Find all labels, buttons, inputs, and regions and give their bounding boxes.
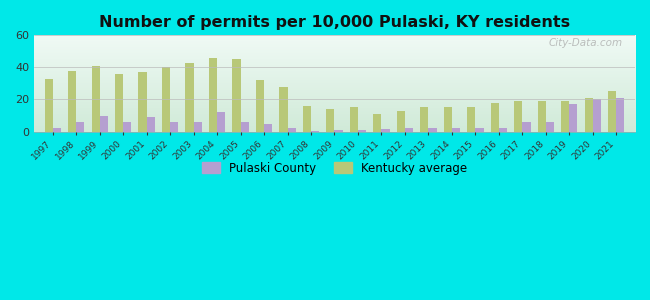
Bar — [68, 70, 76, 131]
Bar — [115, 74, 124, 131]
Bar — [538, 101, 546, 131]
Bar — [194, 122, 202, 131]
Title: Number of permits per 10,000 Pulaski, KY residents: Number of permits per 10,000 Pulaski, KY… — [99, 15, 570, 30]
Bar — [499, 128, 507, 131]
Bar — [232, 59, 240, 131]
Bar — [92, 66, 99, 131]
Bar — [569, 104, 577, 131]
Bar — [124, 122, 131, 131]
Bar — [209, 58, 217, 131]
Bar — [593, 100, 601, 131]
Bar — [358, 130, 366, 131]
Bar — [350, 107, 358, 131]
Text: City-Data.com: City-Data.com — [549, 38, 623, 48]
Bar — [584, 98, 593, 131]
Bar — [382, 129, 389, 131]
Bar — [335, 130, 343, 131]
Bar — [303, 106, 311, 131]
Bar — [240, 122, 249, 131]
Bar — [514, 101, 523, 131]
Bar — [287, 128, 296, 131]
Bar — [546, 122, 554, 131]
Bar — [162, 68, 170, 131]
Bar — [420, 107, 428, 131]
Bar — [475, 128, 484, 131]
Bar — [264, 124, 272, 131]
Bar — [53, 128, 61, 131]
Bar — [326, 109, 335, 131]
Bar — [138, 72, 147, 131]
Bar — [452, 128, 460, 131]
Bar — [523, 122, 530, 131]
Bar — [45, 79, 53, 131]
Bar — [147, 117, 155, 131]
Bar — [185, 63, 194, 131]
Bar — [76, 122, 85, 131]
Bar — [491, 103, 499, 131]
Bar — [608, 92, 616, 131]
Bar — [280, 87, 287, 131]
Bar — [467, 107, 475, 131]
Bar — [256, 80, 264, 131]
Bar — [373, 114, 382, 131]
Bar — [396, 111, 405, 131]
Bar — [217, 112, 226, 131]
Bar — [616, 98, 625, 131]
Bar — [428, 128, 437, 131]
Legend: Pulaski County, Kentucky average: Pulaski County, Kentucky average — [197, 157, 472, 179]
Bar — [405, 128, 413, 131]
Bar — [170, 122, 178, 131]
Bar — [99, 116, 108, 131]
Bar — [561, 101, 569, 131]
Bar — [444, 107, 452, 131]
